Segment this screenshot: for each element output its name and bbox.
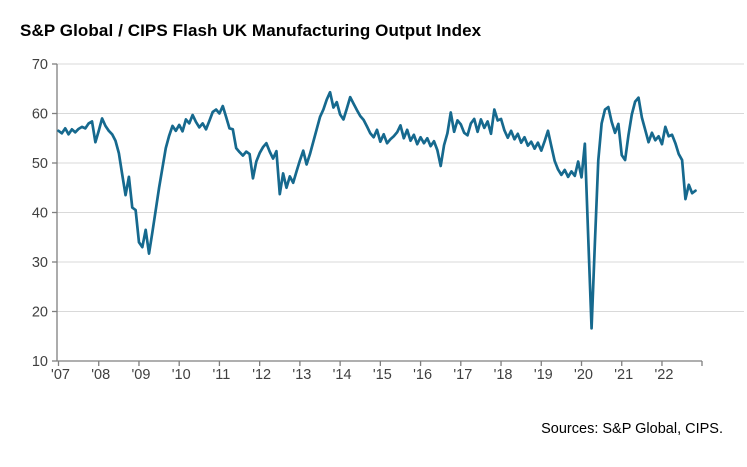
x-tick-label: '19	[534, 367, 553, 383]
x-axis-labels: '07 '08 '09 '10 '11 '12 '13 '14 '15 '16 '17 '18 '19 '…	[51, 367, 673, 383]
y-tick-label: 50	[32, 156, 48, 172]
y-axis-labels: 10 20 30 40 50 60 70	[32, 57, 48, 370]
series-line	[57, 90, 697, 330]
axes	[52, 63, 703, 366]
x-tick-label: '18	[494, 367, 513, 383]
x-tick-label: '14	[333, 367, 352, 383]
source-note: Sources: S&P Global, CIPS.	[541, 421, 723, 437]
x-tick-label: '10	[172, 367, 191, 383]
chart-title: S&P Global / CIPS Flash UK Manufacturing…	[20, 21, 482, 41]
y-tick-label: 30	[32, 255, 48, 271]
series-lines	[57, 90, 697, 330]
gridlines	[57, 63, 744, 312]
x-tick-label: '15	[373, 367, 392, 383]
x-tick-label: '11	[213, 367, 231, 383]
y-tick-label: 10	[32, 354, 48, 370]
x-tick-label: '08	[91, 367, 110, 383]
y-tick-label: 60	[32, 107, 48, 123]
x-tick-label: '09	[132, 367, 151, 383]
x-tick-label: '07	[51, 367, 70, 383]
x-tick-label: '22	[655, 367, 674, 383]
y-tick-label: 40	[32, 206, 48, 222]
x-tick-label: '17	[453, 367, 472, 383]
x-tick-label: '20	[574, 367, 593, 383]
x-tick-label: '12	[252, 367, 271, 383]
y-tick-label: 70	[32, 57, 48, 73]
x-tick-label: '16	[413, 367, 432, 383]
x-tick-label: '13	[292, 367, 311, 383]
x-tick-label: '21	[614, 367, 633, 383]
y-tick-label: 20	[32, 305, 48, 321]
